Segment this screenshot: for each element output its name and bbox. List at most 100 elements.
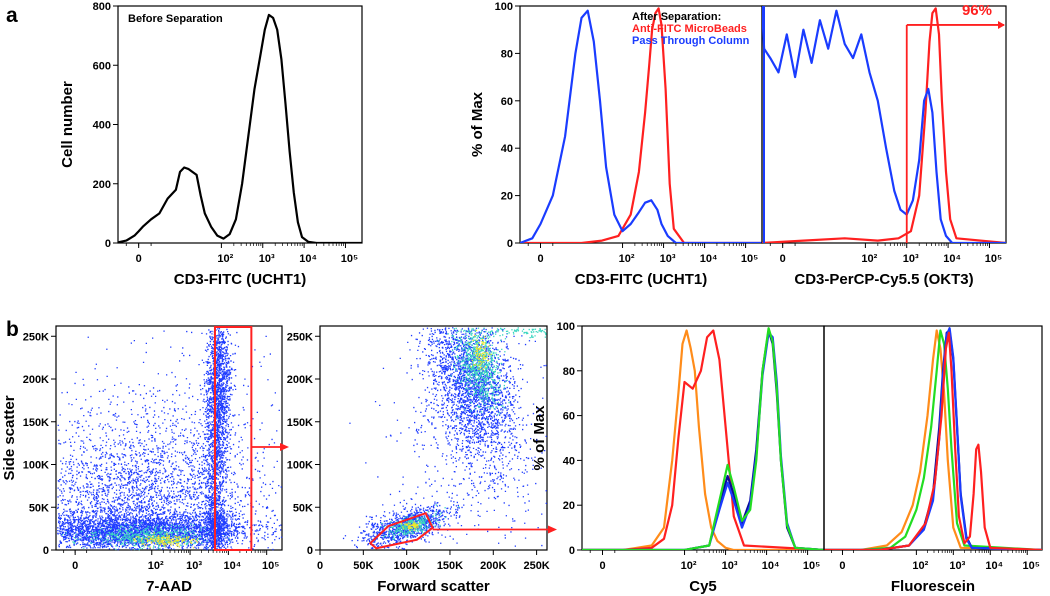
y-tick-label: 200K — [287, 374, 313, 386]
y-tick-label: 600 — [93, 60, 111, 72]
gate-percentage: 96% — [962, 2, 992, 19]
y-tick-label: 40 — [501, 143, 513, 155]
legend-entry: Pass Through Column — [632, 35, 750, 47]
series-line-anti-fitc-microbeads — [762, 7, 1006, 243]
y-tick-label: 150K — [287, 417, 313, 429]
x-tick-label: 10³ — [186, 560, 202, 572]
y-tick-label: 50K — [293, 502, 313, 514]
y-tick-label: 200 — [93, 179, 111, 191]
series-line-pass-through-column — [520, 9, 762, 243]
x-tick-label: 0 — [839, 560, 845, 572]
y-tick-label: 100K — [287, 460, 313, 472]
series-line-before-separation — [118, 13, 362, 243]
y-tick-label: 40 — [563, 455, 575, 467]
x-tick-label: 10⁴ — [224, 560, 242, 572]
scatter-points-b2 — [342, 491, 474, 550]
x-axis-title: Cy5 — [689, 578, 717, 595]
y-axis-title: % of Max — [531, 405, 548, 471]
x-tick-label: 10⁴ — [762, 560, 780, 572]
x-axis-title: CD3-FITC (UCHT1) — [575, 271, 708, 288]
scatter-points-b2 — [468, 329, 492, 371]
scatter-points-b2 — [377, 504, 460, 540]
gate-polygon — [368, 511, 434, 550]
x-tick-label: 0 — [317, 560, 323, 572]
x-tick-label: 0 — [599, 560, 605, 572]
x-tick-label: 100K — [393, 560, 419, 572]
x-tick-label: 10⁴ — [299, 253, 317, 265]
x-tick-label: 10⁵ — [803, 560, 820, 572]
y-tick-label: 0 — [105, 238, 111, 250]
y-axis-title: Cell number — [59, 81, 76, 168]
y-tick-label: 60 — [501, 96, 513, 108]
x-tick-label: 50K — [353, 560, 373, 572]
x-tick-label: 10² — [217, 253, 233, 265]
y-tick-label: 20 — [563, 500, 575, 512]
scatter-points-b1 — [197, 328, 240, 531]
x-tick-label: 10⁵ — [741, 253, 758, 265]
x-axis-title: CD3-PerCP-Cy5.5 (OKT3) — [794, 271, 973, 288]
y-tick-label: 200K — [23, 374, 49, 386]
series-line-red — [582, 329, 824, 550]
x-tick-label: 10³ — [903, 253, 919, 265]
legend-entry: Anti-FITC MicroBeads — [632, 23, 747, 35]
x-tick-label: 10⁴ — [700, 253, 718, 265]
x-tick-label: 0 — [537, 253, 543, 265]
y-tick-label: 20 — [501, 191, 513, 203]
y-tick-label: 0 — [43, 545, 49, 557]
x-axis-title: Forward scatter — [377, 578, 490, 595]
x-tick-label: 150K — [437, 560, 463, 572]
x-tick-label: 10⁴ — [943, 253, 961, 265]
y-tick-label: 60 — [563, 411, 575, 423]
plot-frame-a1 — [117, 5, 363, 244]
series-line-orange — [824, 329, 1042, 550]
x-tick-label: 10³ — [949, 560, 965, 572]
x-tick-label: 10² — [912, 560, 928, 572]
x-tick-label: 10² — [681, 560, 697, 572]
y-tick-label: 100 — [495, 1, 513, 13]
annotation-after-separation: After Separation: — [632, 11, 721, 23]
x-tick-label: 0 — [72, 560, 78, 572]
x-tick-label: 10⁵ — [341, 253, 358, 265]
gate-arrow-head — [280, 443, 289, 451]
y-tick-label: 0 — [569, 545, 575, 557]
y-axis-title: % of Max — [469, 91, 486, 157]
plot-frame-b1 — [55, 325, 283, 551]
plot-frame-b2 — [319, 325, 548, 551]
scatter-points-b2 — [349, 333, 547, 547]
y-tick-label: 80 — [563, 366, 575, 378]
panel-label-a: a — [6, 4, 18, 27]
series-line-pass-through-column — [762, 6, 1006, 243]
x-tick-label: 0 — [780, 253, 786, 265]
y-tick-label: 800 — [93, 1, 111, 13]
x-tick-label: 10² — [861, 253, 877, 265]
y-tick-label: 50K — [29, 502, 49, 514]
x-tick-label: 10³ — [722, 560, 738, 572]
scatter-points-b2 — [401, 521, 421, 531]
x-axis-title: Fluorescein — [891, 578, 975, 595]
x-tick-label: 200K — [480, 560, 506, 572]
y-tick-label: 100 — [557, 321, 575, 333]
x-tick-label: 10² — [148, 560, 164, 572]
overlays-layer: Before Separation After Separation:Anti-F… — [128, 2, 1005, 551]
scatter-points-b1 — [199, 488, 243, 551]
scatter-points-b1 — [57, 393, 274, 550]
y-tick-label: 400 — [93, 120, 111, 132]
y-tick-label: 250K — [23, 331, 49, 343]
series-line-red — [824, 331, 1042, 550]
x-tick-label: 10³ — [259, 253, 275, 265]
plot-frame-a3 — [761, 5, 1007, 244]
gate-arrow-head — [548, 525, 557, 534]
y-tick-label: 150K — [23, 417, 49, 429]
series-line-anti-fitc-microbeads — [520, 7, 762, 243]
y-tick-label: 0 — [307, 545, 313, 557]
annotation-before-separation: Before Separation — [128, 13, 223, 25]
scatter-points-b2 — [437, 327, 510, 420]
y-axis-title: Side scatter — [1, 395, 18, 480]
gate-arrow-head — [998, 20, 1005, 29]
x-tick-label: 0 — [136, 253, 142, 265]
gate-rectangle — [213, 326, 253, 551]
scatter-points-b2 — [399, 327, 544, 524]
panel-label-b: b — [6, 318, 19, 341]
